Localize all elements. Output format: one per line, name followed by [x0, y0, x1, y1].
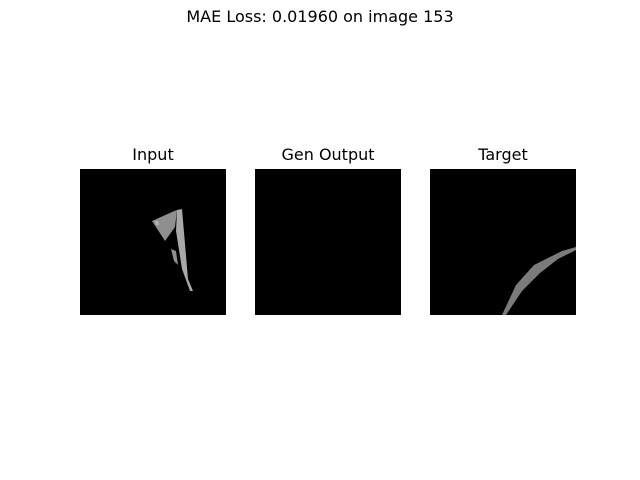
target-shape — [502, 247, 576, 315]
gen-output-image-background — [255, 169, 401, 315]
input-shape-spike — [176, 209, 193, 291]
target-image — [430, 169, 576, 315]
target-image-background — [430, 169, 576, 315]
panel-title-target: Target — [478, 145, 528, 164]
input-image-panel — [80, 169, 226, 315]
input-shape-upper — [152, 210, 177, 241]
input-image — [80, 169, 226, 315]
gen-output-image-panel — [255, 169, 401, 315]
input-image-background — [80, 169, 226, 315]
panel-title-gen-output: Gen Output — [281, 145, 375, 164]
panel-title-input: Input — [132, 145, 174, 164]
input-shape-fragment — [171, 249, 178, 265]
gen-output-image — [255, 169, 401, 315]
target-image-panel — [430, 169, 576, 315]
input-shape-detail — [155, 221, 159, 225]
figure-title: MAE Loss: 0.01960 on image 153 — [186, 7, 454, 26]
